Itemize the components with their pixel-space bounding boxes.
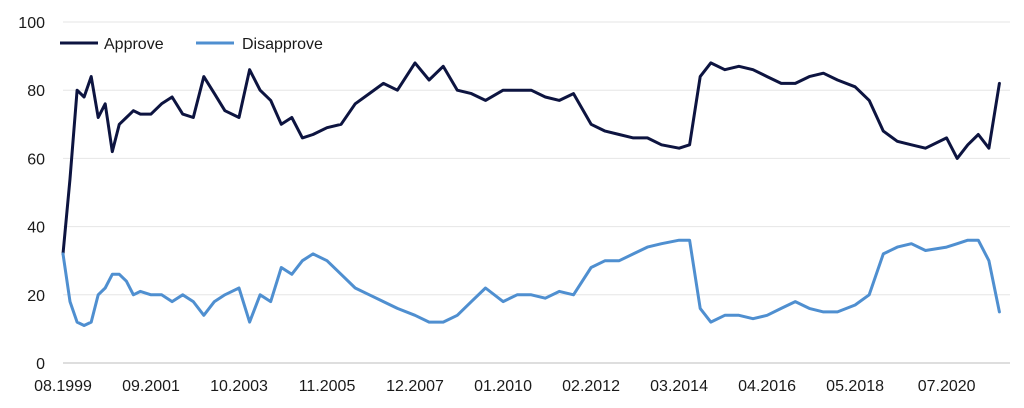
legend-label-disapprove: Disapprove [242, 36, 323, 53]
x-tick-label: 02.2012 [562, 378, 620, 395]
legend-label-approve: Approve [104, 36, 164, 53]
series-line-approve [61, 61, 1001, 256]
series-lines [61, 61, 1001, 327]
x-tick-label: 04.2016 [738, 378, 796, 395]
y-axis-ticks: 0 20 40 60 80 100 [18, 15, 45, 373]
y-tick-label: 100 [18, 15, 45, 32]
x-tick-label: 03.2014 [650, 378, 708, 395]
x-tick-label: 07.2020 [918, 378, 976, 395]
x-tick-label: 05.2018 [826, 378, 884, 395]
y-tick-label: 60 [27, 151, 45, 168]
x-tick-label: 09.2001 [122, 378, 180, 395]
y-tick-label: 20 [27, 288, 45, 305]
x-tick-label: 12.2007 [386, 378, 444, 395]
y-tick-label: 0 [36, 356, 45, 373]
x-axis-ticks: 08.1999 09.2001 10.2003 11.2005 12.2007 01.20… [34, 378, 976, 395]
y-tick-label: 40 [27, 220, 45, 237]
x-tick-label: 08.1999 [34, 378, 92, 395]
legend: Approve Disapprove [60, 36, 323, 53]
gridlines [63, 21, 1010, 364]
x-tick-label: 01.2010 [474, 378, 532, 395]
x-tick-label: 10.2003 [210, 378, 268, 395]
y-tick-label: 80 [27, 83, 45, 100]
x-tick-label: 11.2005 [299, 378, 356, 395]
series-line-disapprove [61, 238, 1001, 327]
